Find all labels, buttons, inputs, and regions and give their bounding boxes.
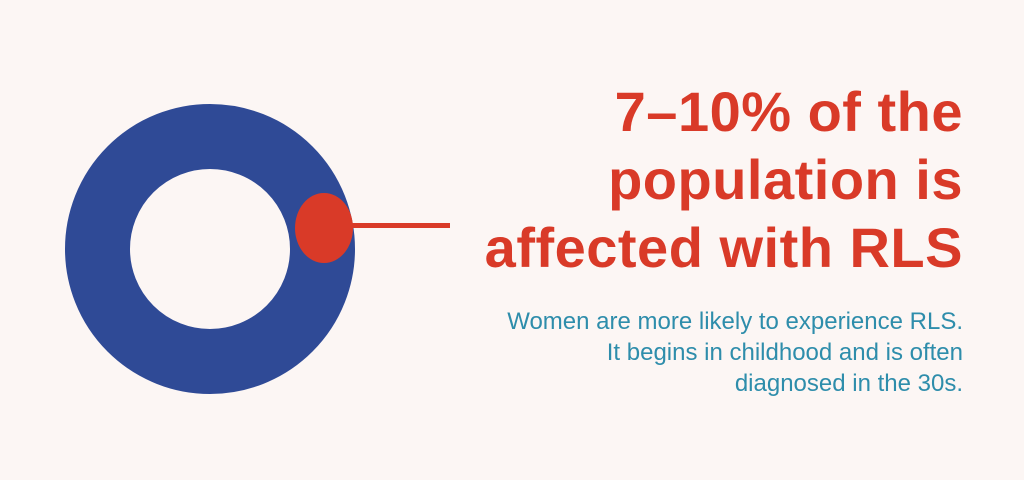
headline: 7–10% of the population is affected with… [403,78,963,282]
headline-line-1: 7–10% of the [614,80,963,143]
highlight-dot-marker [295,193,353,263]
headline-line-2: population is [608,148,963,211]
callout-line [350,223,450,228]
subtitle-line-2: It begins in childhood and is often [606,339,963,366]
subtitle-line-1: Women are more likely to experience RLS. [507,308,963,335]
subtitle: Women are more likely to experience RLS.… [403,306,963,399]
stat-text-block: 7–10% of the population is affected with… [403,78,963,399]
subtitle-line-3: diagnosed in the 30s. [734,370,963,397]
headline-line-3: affected with RLS [484,216,963,279]
